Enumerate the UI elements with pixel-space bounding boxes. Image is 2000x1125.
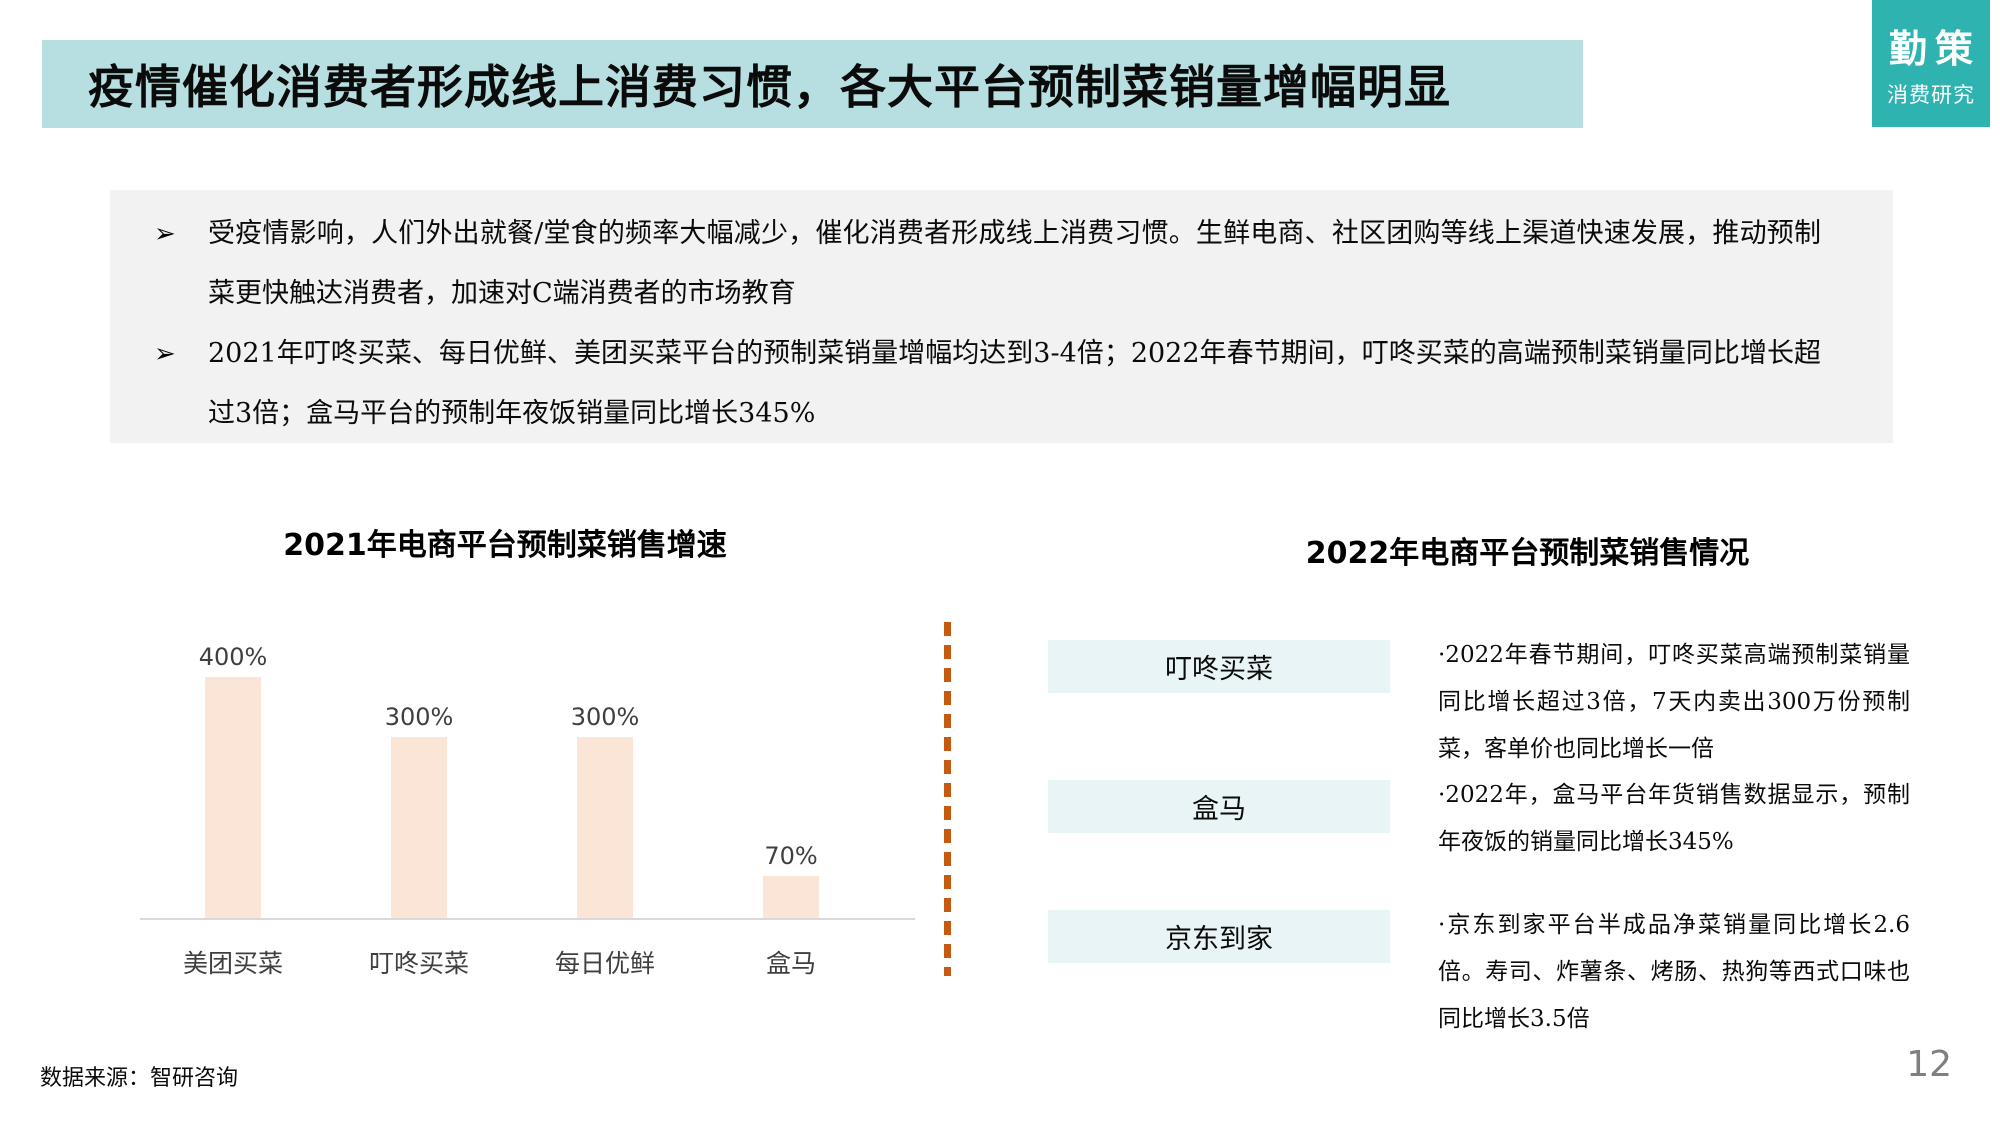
title-bar: 疫情催化消费者形成线上消费习惯，各大平台预制菜销量增幅明显	[42, 40, 1583, 128]
arrow-bullet-icon: ➢	[154, 339, 176, 369]
bar-value-label: 70%	[764, 842, 818, 870]
summary-bullet-2: ➢ 2021年叮咚买菜、每日优鲜、美团买菜平台的预制菜销量增幅均达到3-4倍；2…	[152, 324, 1851, 444]
arrow-bullet-icon: ➢	[154, 219, 176, 249]
brand-name: 勤策	[1888, 27, 1981, 71]
bar-chart-category-axis: 美团买菜 叮咚买菜 每日优鲜 盒马	[140, 944, 915, 984]
bar-盒马: 70%	[763, 842, 819, 918]
bar-category-label: 每日优鲜	[554, 949, 656, 978]
bar-叮咚买菜: 300%	[385, 703, 453, 918]
platform-box-jddj: 京东到家	[1048, 910, 1390, 963]
bar-每日优鲜: 300%	[571, 703, 639, 918]
chart-title-2021: 2021年电商平台预制菜销售增速	[283, 528, 727, 563]
page-number: 12	[1906, 1044, 1952, 1085]
bar-category-label: 盒马	[765, 949, 817, 978]
summary-bullet-1-text: 受疫情影响，人们外出就餐/堂食的频率大幅减少，催化消费者形成线上消费习惯。生鲜电…	[208, 218, 1821, 309]
platform-desc-hema: ·2022年，盒马平台年货销售数据显示，预制年夜饭的销量同比增长345%	[1438, 782, 1910, 855]
platform-box-dingdong: 叮咚买菜	[1048, 640, 1390, 693]
bar-value-label: 300%	[570, 703, 640, 731]
bar-category-label: 叮咚买菜	[368, 949, 470, 978]
summary-bullet-1: ➢ 受疫情影响，人们外出就餐/堂食的频率大幅减少，催化消费者形成线上消费习惯。生…	[152, 204, 1851, 324]
summary-box: ➢ 受疫情影响，人们外出就餐/堂食的频率大幅减少，催化消费者形成线上消费习惯。生…	[110, 190, 1893, 443]
bar-value-label: 300%	[384, 703, 454, 731]
bar-value-label: 400%	[198, 643, 268, 671]
platform-desc-dingdong: ·2022年春节期间，叮咚买菜高端预制菜销量同比增长超过3倍，7天内卖出300万…	[1438, 642, 1910, 762]
data-source: 数据来源：智研咨询	[40, 1066, 239, 1091]
bar-chart: 400% 300% 300% 70%	[140, 640, 915, 920]
page-title: 疫情催化消费者形成线上消费习惯，各大平台预制菜销量增幅明显	[88, 60, 1451, 114]
brand-subtitle: 消费研究	[1887, 83, 1975, 107]
brand-logo: 勤策 消费研究	[1872, 0, 1990, 127]
summary-bullet-2-text: 2021年叮咚买菜、每日优鲜、美团买菜平台的预制菜销量增幅均达到3-4倍；202…	[208, 338, 1821, 429]
dashed-divider	[944, 622, 951, 976]
panel-title-2022: 2022年电商平台预制菜销售情况	[1305, 536, 1750, 571]
platform-box-hema: 盒马	[1048, 780, 1390, 833]
platform-desc-jddj: ·京东到家平台半成品净菜销量同比增长2.6倍。寿司、炸薯条、烤肠、热狗等西式口味…	[1438, 912, 1910, 1032]
bar-category-label: 美团买菜	[182, 949, 284, 978]
bar-美团买菜: 400%	[199, 643, 267, 918]
